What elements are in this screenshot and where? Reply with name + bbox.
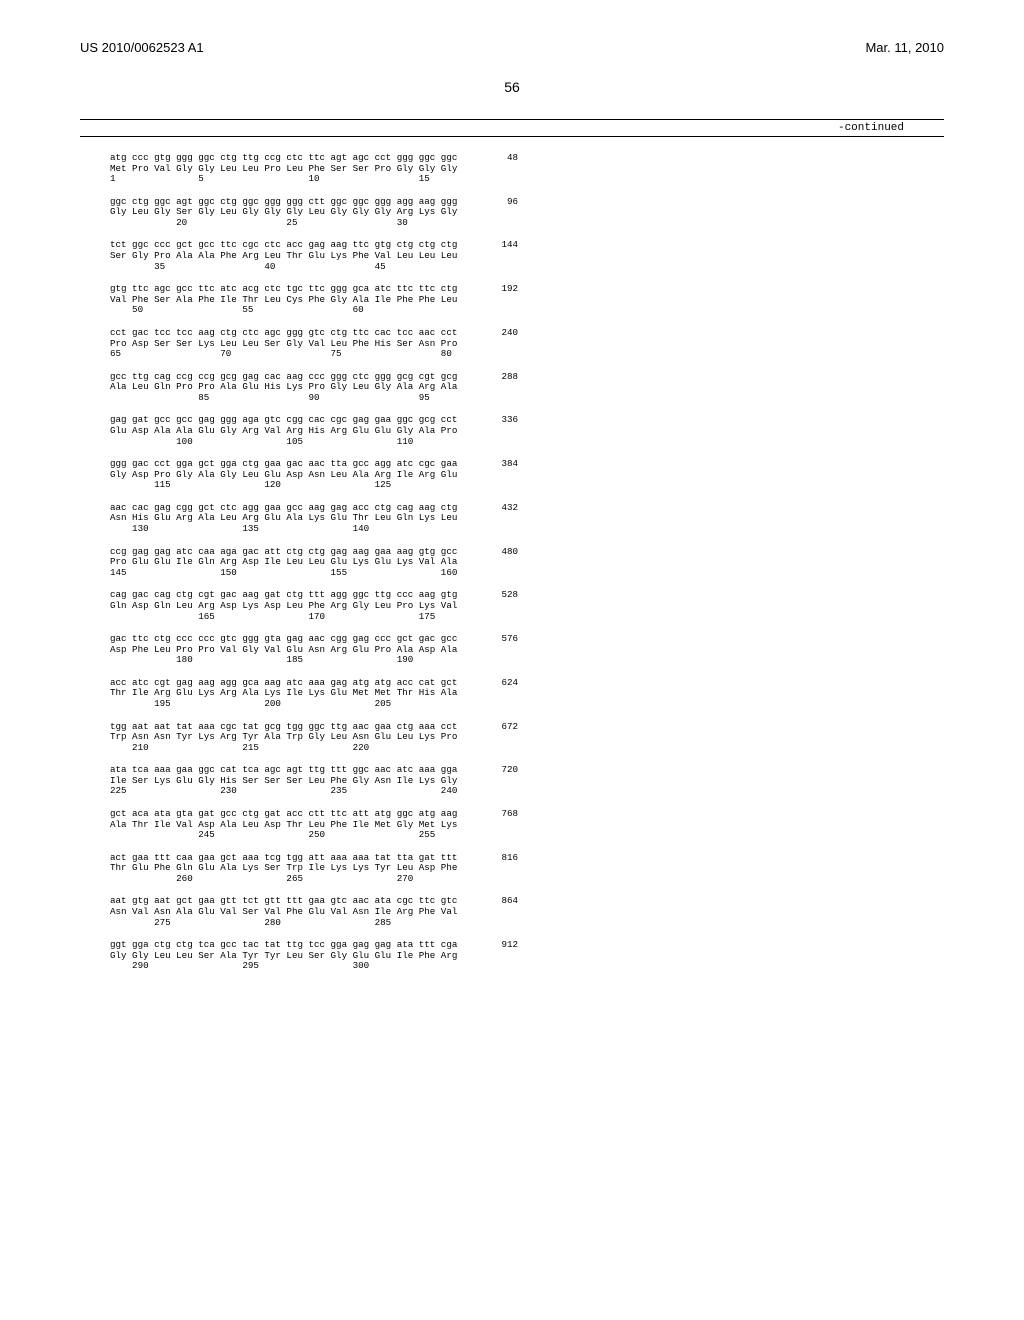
page-number: 56 — [80, 79, 944, 95]
position-markers: 195 200 205 — [110, 699, 944, 710]
sequence-group: cag gac cag ctg cgt gac aag gat ctg ttt … — [110, 590, 944, 622]
position-markers: 260 265 270 — [110, 874, 944, 885]
position-markers: 145 150 155 160 — [110, 568, 944, 579]
position-markers: 65 70 75 80 — [110, 349, 944, 360]
position-markers: 245 250 255 — [110, 830, 944, 841]
continued-label: -continued — [80, 119, 944, 137]
sequence-group: gac ttc ctg ccc ccc gtc ggg gta gag aac … — [110, 634, 944, 666]
position-markers: 1 5 10 15 — [110, 174, 944, 185]
amino-acid-line: Gln Asp Gln Leu Arg Asp Lys Asp Leu Phe … — [110, 601, 944, 612]
position-markers: 290 295 300 — [110, 961, 944, 972]
position-markers: 50 55 60 — [110, 305, 944, 316]
amino-acid-line: Glu Asp Ala Ala Glu Gly Arg Val Arg His … — [110, 426, 944, 437]
position-markers: 180 185 190 — [110, 655, 944, 666]
sequence-group: gtg ttc agc gcc ttc atc acg ctc tgc ttc … — [110, 284, 944, 316]
sequence-group: ata tca aaa gaa ggc cat tca agc agt ttg … — [110, 765, 944, 797]
position-markers: 130 135 140 — [110, 524, 944, 535]
sequence-group: aat gtg aat gct gaa gtt tct gtt ttt gaa … — [110, 896, 944, 928]
sequence-group: acc atc cgt gag aag agg gca aag atc aaa … — [110, 678, 944, 710]
sequence-listing: atg ccc gtg ggg ggc ctg ttg ccg ctc ttc … — [110, 153, 944, 972]
sequence-group: tct ggc ccc gct gcc ttc cgc ctc acc gag … — [110, 240, 944, 272]
position-markers: 20 25 30 — [110, 218, 944, 229]
sequence-group: ggt gga ctg ctg tca gcc tac tat ttg tcc … — [110, 940, 944, 972]
nucleotide-line: gct aca ata gta gat gcc ctg gat acc ctt … — [110, 809, 944, 820]
sequence-group: cct gac tcc tcc aag ctg ctc agc ggg gtc … — [110, 328, 944, 360]
position-markers: 225 230 235 240 — [110, 786, 944, 797]
nucleotide-line: atg ccc gtg ggg ggc ctg ttg ccg ctc ttc … — [110, 153, 944, 164]
sequence-group: gcc ttg cag ccg ccg gcg gag cac aag ccc … — [110, 372, 944, 404]
sequence-group: ggc ctg ggc agt ggc ctg ggc ggg ggg ctt … — [110, 197, 944, 229]
position-markers: 275 280 285 — [110, 918, 944, 929]
position-markers: 165 170 175 — [110, 612, 944, 623]
position-markers: 35 40 45 — [110, 262, 944, 273]
sequence-group: aac cac gag cgg gct ctc agg gaa gcc aag … — [110, 503, 944, 535]
position-markers: 100 105 110 — [110, 437, 944, 448]
nucleotide-line: cct gac tcc tcc aag ctg ctc agc ggg gtc … — [110, 328, 944, 339]
position-markers: 115 120 125 — [110, 480, 944, 491]
patent-date: Mar. 11, 2010 — [865, 40, 944, 55]
sequence-group: atg ccc gtg ggg ggc ctg ttg ccg ctc ttc … — [110, 153, 944, 185]
sequence-group: ggg gac cct gga gct gga ctg gaa gac aac … — [110, 459, 944, 491]
sequence-group: act gaa ttt caa gaa gct aaa tcg tgg att … — [110, 853, 944, 885]
sequence-group: gct aca ata gta gat gcc ctg gat acc ctt … — [110, 809, 944, 841]
sequence-group: ccg gag gag atc caa aga gac att ctg ctg … — [110, 547, 944, 579]
sequence-group: gag gat gcc gcc gag ggg aga gtc cgg cac … — [110, 415, 944, 447]
position-markers: 85 90 95 — [110, 393, 944, 404]
position-markers: 210 215 220 — [110, 743, 944, 754]
sequence-group: tgg aat aat tat aaa cgc tat gcg tgg ggc … — [110, 722, 944, 754]
patent-number: US 2010/0062523 A1 — [80, 40, 204, 55]
